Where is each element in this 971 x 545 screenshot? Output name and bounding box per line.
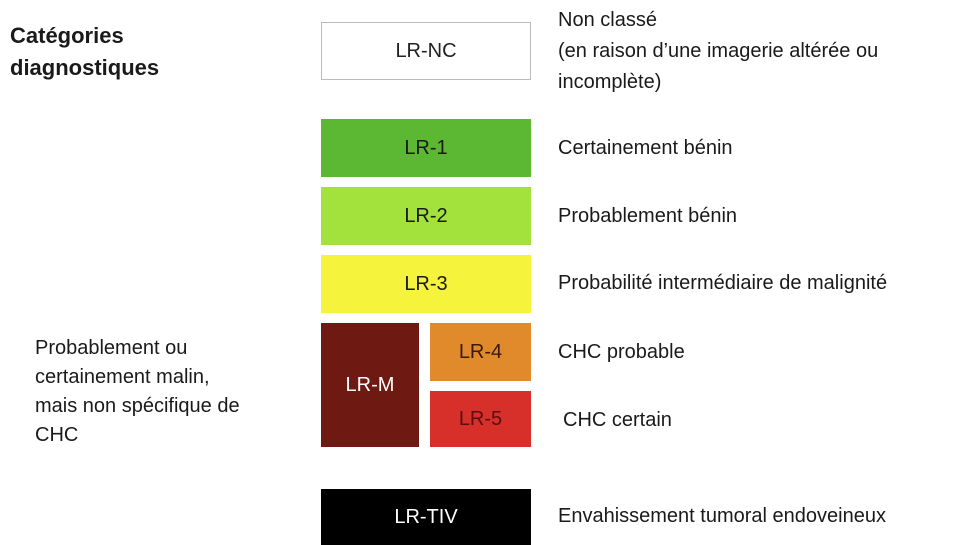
category-box: LR-5 — [430, 391, 531, 447]
category-description: Non classé (en raison d’une imagerie alté… — [558, 5, 878, 98]
text-line: mais non spécifique de — [35, 395, 240, 417]
category-description: CHC certain — [563, 405, 672, 436]
category-code: LR-1 — [404, 136, 448, 159]
category-code: LR-M — [345, 373, 395, 396]
category-box: LR-TIV — [321, 489, 531, 545]
text-line: CHC — [35, 424, 79, 446]
title: Catégories diagnostiques — [10, 20, 159, 84]
category-box: LR-NC — [321, 22, 531, 80]
category-code: LR-4 — [458, 340, 503, 363]
text-line: Probablement ou — [35, 337, 188, 359]
text-line: Probabilité intermédiaire de malignité — [558, 272, 888, 294]
category-description: Probabilité intermédiaire de malignité — [558, 268, 887, 299]
category-code: LR-NC — [395, 39, 457, 62]
text-line: CHC certain — [563, 409, 672, 431]
text-line: (en raison d’une imagerie altérée ou — [558, 40, 879, 62]
category-description: Probablement ou certainement malin, mais n… — [35, 334, 240, 450]
text-line: Envahissement tumoral endoveineux — [558, 505, 886, 527]
text-line: Non classé — [558, 9, 657, 31]
text-line: Certainement bénin — [558, 137, 733, 159]
category-box: LR-1 — [321, 119, 531, 177]
category-box: LR-3 — [321, 255, 531, 313]
category-description: Certainement bénin — [558, 133, 733, 164]
text-line: incomplète) — [558, 71, 662, 93]
category-description: Probablement bénin — [558, 201, 737, 232]
title-line: Catégories — [10, 23, 124, 48]
category-box: LR-M — [321, 323, 419, 447]
category-box: LR-4 — [430, 323, 531, 381]
category-code: LR-5 — [458, 407, 503, 430]
category-description: CHC probable — [558, 337, 685, 368]
text-line: Probablement bénin — [558, 205, 738, 227]
category-description: Envahissement tumoral endoveineux — [558, 501, 886, 532]
category-code: LR-2 — [404, 204, 448, 227]
text-line: CHC probable — [558, 341, 685, 363]
category-code: LR-TIV — [394, 505, 458, 528]
text-line: certainement malin, — [35, 366, 210, 388]
category-code: LR-3 — [404, 272, 448, 295]
title-line: diagnostiques — [10, 55, 160, 80]
category-box: LR-2 — [321, 187, 531, 245]
